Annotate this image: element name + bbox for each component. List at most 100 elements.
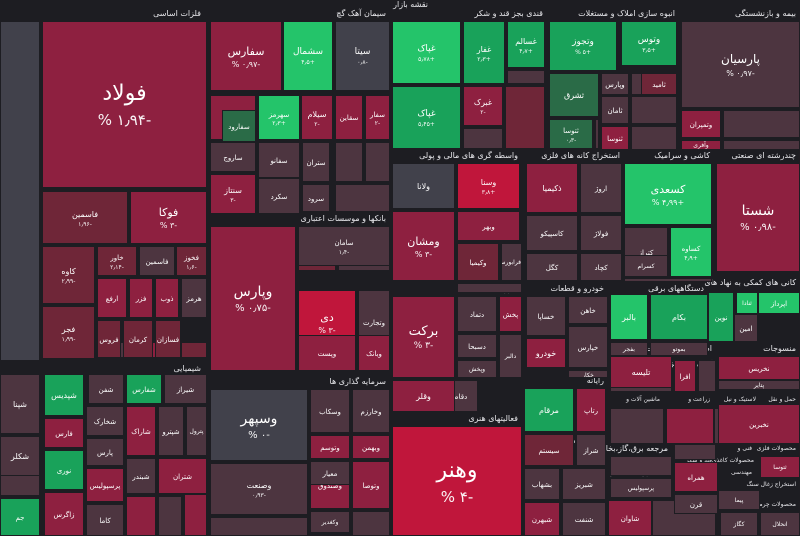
stock-tile[interactable]: شیراز [164, 374, 207, 404]
stock-tile[interactable]: شنفت [562, 502, 606, 536]
stock-tile[interactable]: سهرمز +۲٫۳ [258, 95, 300, 140]
stock-tile-minor[interactable] [723, 140, 800, 150]
stock-tile[interactable]: ارفع [97, 278, 127, 318]
stock-tile[interactable]: فخوز -۱٫۶ [176, 246, 207, 276]
stock-tile[interactable]: کچاد [580, 253, 622, 281]
stock-tile[interactable]: وقلر [392, 380, 455, 412]
stock-tile[interactable]: شبهرن [524, 502, 560, 536]
stock-tile[interactable]: شتران [158, 458, 207, 494]
stock-tile[interactable]: ثامید [641, 73, 677, 95]
stock-tile[interactable]: خپارس [568, 326, 608, 368]
stock-tile[interactable]: ثتوسا [760, 456, 800, 478]
stock-tile[interactable]: فاسمین [139, 246, 175, 276]
stock-tile[interactable]: وتوس +۳٫۵ [621, 21, 677, 66]
stock-tile[interactable]: غپاک +۵٫۴۵ [392, 86, 461, 149]
stock-tile[interactable]: وبانک [358, 335, 390, 371]
stock-tile[interactable]: غفار +۲٫۳ [463, 21, 505, 84]
stock-tile[interactable]: وکغدیر [310, 511, 350, 533]
stock-tile[interactable]: کاسپیکو [526, 215, 578, 251]
stock-tile[interactable]: بموتو [650, 342, 708, 356]
stock-tile[interactable]: ثشرق [549, 73, 599, 117]
stock-tile[interactable]: جم [0, 498, 40, 536]
stock-tile-minor[interactable] [335, 184, 390, 212]
stock-tile[interactable]: سکرد [258, 178, 300, 214]
stock-tile[interactable]: ستران [302, 142, 330, 182]
stock-tile[interactable]: زاگرس [44, 492, 84, 536]
stock-tile-minor[interactable] [674, 444, 716, 460]
stock-tile-minor[interactable] [595, 119, 599, 149]
stock-tile[interactable]: پارسیان -۰٫۹۷ % [681, 21, 800, 108]
stock-tile[interactable]: فارس [44, 418, 84, 448]
stock-tile[interactable]: فروس [97, 320, 121, 358]
stock-tile[interactable]: شاوان [608, 500, 652, 536]
stock-tile[interactable]: سنتاز -۳ [210, 174, 256, 214]
stock-tile[interactable]: وپست [298, 335, 356, 371]
stock-tile[interactable]: سفانو [258, 142, 300, 178]
stock-tile[interactable]: شراز [576, 434, 606, 466]
stock-tile-minor[interactable] [0, 21, 40, 361]
stock-tile[interactable]: فزر [129, 278, 153, 318]
stock-tile-minor[interactable] [210, 517, 308, 536]
stock-tile[interactable]: خکار [568, 370, 608, 378]
stock-tile-minor[interactable] [698, 360, 716, 392]
stock-tile[interactable]: مرقام [524, 388, 574, 432]
stock-tile[interactable]: وهنر -۴ % [392, 426, 522, 536]
stock-tile[interactable]: کگل [526, 253, 578, 281]
stock-tile[interactable]: انحلال [760, 512, 800, 536]
stock-tile[interactable]: وبهر [457, 211, 520, 241]
stock-tile-minor[interactable] [624, 278, 712, 282]
stock-tile[interactable]: ولانا [392, 163, 455, 209]
stock-tile[interactable]: همراه [674, 462, 718, 492]
stock-tile[interactable]: غبرک -۲ [463, 86, 503, 126]
stock-tile[interactable]: دالبر [499, 334, 522, 378]
stock-tile[interactable]: سفارس -۰٫۹۷ % [210, 21, 282, 91]
stock-tile[interactable]: وتمپران [681, 110, 721, 138]
stock-tile[interactable]: وبهمن [352, 435, 390, 459]
stock-tile[interactable]: فجر -۱٫۹۹ [42, 306, 95, 359]
stock-tile[interactable]: تلیسه [610, 356, 672, 388]
stock-tile[interactable]: شفن [88, 374, 124, 404]
stock-tile[interactable]: پرسپولیس [86, 468, 124, 502]
stock-tile[interactable]: خودرو [526, 338, 566, 368]
stock-tile[interactable]: وتوسم [310, 435, 350, 459]
stock-tile[interactable]: سفار -۲ [365, 95, 390, 140]
stock-tile[interactable]: پرسپولیس [610, 478, 672, 498]
stock-tile[interactable]: غسالم +۴٫۷ [507, 21, 545, 68]
stock-tile[interactable]: پترول [186, 406, 207, 456]
stock-tile[interactable]: ثنوسا [601, 126, 629, 150]
stock-tile[interactable]: شبریز [562, 468, 606, 500]
stock-tile[interactable]: فسازان [155, 320, 181, 358]
stock-tile[interactable]: کاما [86, 504, 124, 536]
stock-tile[interactable]: ثامان [601, 96, 629, 124]
stock-tile[interactable]: شستا -۰٫۹۸ % [716, 163, 800, 272]
stock-tile[interactable]: خساپا [526, 296, 566, 336]
stock-tile[interactable]: سیلام -۲ [301, 95, 333, 140]
stock-tile[interactable]: امین [734, 314, 758, 342]
stock-tile[interactable]: خاهن [568, 296, 608, 324]
stock-tile[interactable]: اروژ [580, 163, 622, 213]
stock-tile[interactable]: شاراک [126, 406, 156, 456]
stock-tile[interactable]: نخریس [718, 356, 800, 380]
stock-tile[interactable]: وتجوز +۵ % [549, 21, 617, 71]
stock-tile-minor[interactable] [505, 86, 545, 149]
stock-tile[interactable]: سرود [302, 184, 330, 212]
stock-tile[interactable]: کگاز [720, 512, 758, 536]
stock-tile-minor[interactable] [126, 496, 156, 536]
stock-tile[interactable]: نخبرین [718, 404, 800, 444]
stock-tile[interactable]: وصنعت -۰٫۹۳ [210, 463, 308, 515]
stock-tile[interactable]: پتایر [718, 380, 800, 390]
stock-tile[interactable]: ثنادا [736, 292, 758, 314]
stock-tile[interactable]: سیتا -۰٫۸ [335, 21, 390, 91]
stock-tile[interactable]: ذکیمیا [526, 163, 578, 213]
stock-tile[interactable]: وسکاب [310, 389, 350, 433]
stock-tile-minor[interactable] [631, 126, 677, 150]
stock-tile-minor[interactable] [457, 283, 522, 293]
stock-tile[interactable]: فوکا -۳ % [130, 191, 207, 244]
stock-tile[interactable]: هرمز [181, 278, 207, 318]
stock-tile-minor[interactable] [610, 408, 664, 444]
stock-tile[interactable]: وتوصا [352, 461, 390, 509]
stock-tile[interactable]: پیما [718, 490, 760, 510]
stock-tile[interactable]: ثتوسا -۰٫۳ [549, 119, 593, 149]
stock-tile[interactable]: نوری [44, 450, 84, 490]
stock-tile[interactable]: شخارک [86, 406, 124, 436]
